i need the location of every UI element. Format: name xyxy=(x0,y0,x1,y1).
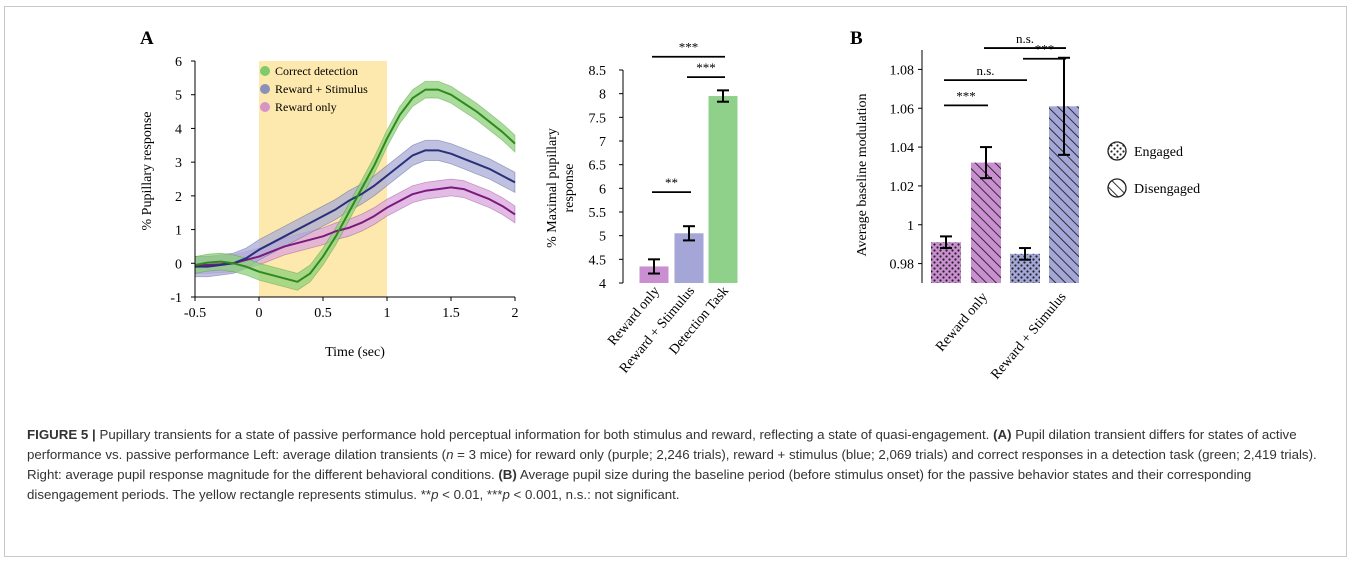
bar-b-y-tick-label-0-98: 0.98 xyxy=(890,258,915,273)
panel-b-letter: B xyxy=(850,28,863,49)
caption-p-var-2: p xyxy=(502,487,510,502)
significance-label-2: ** xyxy=(665,175,678,190)
bar-detection-task xyxy=(708,96,738,284)
bar-a-y-label-line1: % Maximal pupillary xyxy=(545,128,560,248)
line-legend: Correct detection Reward + Stimulus Rewa… xyxy=(260,64,368,114)
bar-a-y-label-line2: response xyxy=(562,164,577,213)
line-y-ticks: -1 0 1 2 3 4 5 6 xyxy=(170,55,195,306)
legend-label-reward-only: Reward only xyxy=(275,100,337,114)
panel-a-letter: A xyxy=(140,28,154,49)
caption-b-text-3: < 0.001, n.s.: not significant. xyxy=(513,487,680,502)
x-tick-label-1-5: 1.5 xyxy=(442,306,460,321)
bar-a-y-tick-label-5: 5 xyxy=(599,230,606,245)
bar-b-y-tick-label-1-06: 1.06 xyxy=(890,102,915,117)
legend-dot-correct xyxy=(260,66,270,76)
bar-a-y-tick-label-7: 7 xyxy=(599,135,606,150)
caption-p-var-1: p xyxy=(431,487,439,502)
bar-a-y-tick-label-4-5: 4.5 xyxy=(589,253,607,268)
bar-a-y-tick-label-8: 8 xyxy=(599,88,606,103)
significance-label-1: *** xyxy=(1035,42,1055,57)
caption-a-text-1: Pupil dilation transient differs for sta… xyxy=(27,427,1297,462)
bar-pattern-reward-only-disengaged xyxy=(971,162,1001,283)
y-tick-label-3: 3 xyxy=(175,156,182,171)
y-tick-label-6: 6 xyxy=(175,55,182,70)
significance-label-0: n.s. xyxy=(1016,31,1034,46)
pattern-legend: Engaged Disengaged xyxy=(1107,141,1200,198)
series-line-reward-stimulus xyxy=(195,149,516,268)
legend-disengaged-swatch xyxy=(1107,178,1127,198)
x-tick-label-0-5: 0.5 xyxy=(314,306,332,321)
error-band-correct-detection xyxy=(194,80,516,291)
legend-engaged-swatch xyxy=(1107,141,1127,161)
bar-reward-stimulus xyxy=(674,233,704,283)
line-y-axis-label: % Pupillary response xyxy=(140,112,155,231)
legend-dot-reward-stimulus xyxy=(260,84,270,94)
y-tick-label-5: 5 xyxy=(175,89,182,104)
figure-caption: FIGURE 5 | Pupillary transients for a st… xyxy=(27,425,1327,505)
x-tick-label-0: 0 xyxy=(256,306,263,321)
x-tick-label-1: 1 xyxy=(384,306,391,321)
line-series xyxy=(194,88,516,283)
bar-b-y-tick-label-1-02: 1.02 xyxy=(890,180,915,195)
figure-frame xyxy=(4,6,1347,557)
caption-b-text-2: < 0.01, *** xyxy=(442,487,503,502)
category-label-reward-stimulus: Reward + Stimulus xyxy=(989,290,1070,383)
x-tick-label-2: 2 xyxy=(512,306,519,321)
line-x-axis-label: Time (sec) xyxy=(325,345,385,360)
legend-label-correct: Correct detection xyxy=(275,64,358,78)
error-band-reward-stimulus xyxy=(194,139,516,278)
caption-a-label: (A) xyxy=(993,427,1012,442)
bar-a-y-tick-label-6-5: 6.5 xyxy=(589,159,607,174)
bar-a-y-tick-label-5-5: 5.5 xyxy=(589,206,607,221)
caption-a-text-2: = 3 mice) for reward only (purple; 2,246… xyxy=(27,447,1317,482)
category-label-reward-only: Reward only xyxy=(933,290,991,355)
caption-b-label: (B) xyxy=(498,467,517,482)
legend-disengaged-label: Disengaged xyxy=(1134,182,1200,197)
y-tick-label-2: 2 xyxy=(175,190,182,205)
figure-graphic: A -0.5 0 0.5 1 1.5 2 -1 0 1 2 3 4 5 6 Time (sec) % P… xyxy=(140,28,1200,383)
series-line-correct-detection xyxy=(194,88,516,283)
y-tick-label-1: -1 xyxy=(170,291,182,306)
bar-a-y-tick-label-8-5: 8.5 xyxy=(589,64,607,79)
significance-label-2: n.s. xyxy=(976,63,994,78)
caption-figure-label: FIGURE 5 | xyxy=(27,427,96,442)
x-tick-label-0-5: -0.5 xyxy=(184,306,206,321)
significance-label-3: *** xyxy=(956,88,976,103)
bar-a-y-tick-label-7-5: 7.5 xyxy=(589,111,607,126)
bar-a-y-tick-label-6: 6 xyxy=(599,182,606,197)
legend-label-reward-stimulus: Reward + Stimulus xyxy=(275,82,368,96)
bar-b-y-tick-label-1-04: 1.04 xyxy=(890,141,915,156)
line-x-ticks: -0.5 0 0.5 1 1.5 2 xyxy=(184,297,519,321)
series-line-reward-only xyxy=(195,186,516,266)
bar-b-y-tick-label-1-08: 1.08 xyxy=(890,63,915,78)
caption-b-text-1: Average pupil size during the baseline p… xyxy=(27,467,1252,502)
y-tick-label-1: 1 xyxy=(175,224,182,239)
y-tick-label-4: 4 xyxy=(175,122,182,137)
caption-n-var: n xyxy=(446,447,454,462)
caption-title: Pupillary transients for a state of pass… xyxy=(99,427,990,442)
y-tick-label-0: 0 xyxy=(175,257,182,272)
significance-label-1: *** xyxy=(696,60,716,75)
bar-b-y-label: Average baseline modulation xyxy=(855,93,870,256)
legend-dot-reward-only xyxy=(260,102,270,112)
significance-label-0: *** xyxy=(679,40,699,55)
legend-engaged-label: Engaged xyxy=(1134,145,1183,160)
bar-b-y-tick-label-1: 1 xyxy=(907,219,914,234)
bar-a-y-tick-label-4: 4 xyxy=(599,277,606,292)
bar-reward-only xyxy=(639,266,669,283)
